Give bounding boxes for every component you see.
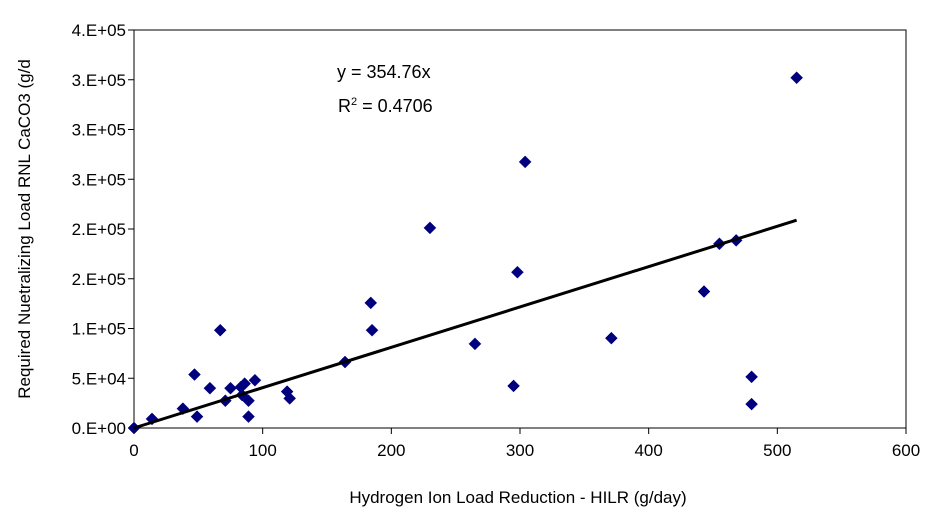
y-tick-label: 0.E+00 <box>72 419 126 438</box>
y-tick-label: 3.E+05 <box>72 170 126 189</box>
data-point <box>511 265 524 279</box>
x-tick-label: 200 <box>377 441 405 460</box>
x-axis-label: Hydrogen Ion Load Reduction - HILR (g/da… <box>349 488 686 507</box>
x-tick-label: 400 <box>634 441 662 460</box>
y-tick-label: 2.E+05 <box>72 270 126 289</box>
x-tick-label: 300 <box>506 441 534 460</box>
x-tick-label: 500 <box>763 441 791 460</box>
data-point <box>213 323 227 337</box>
r2-superscript: 2 <box>351 96 357 108</box>
data-point <box>790 71 803 85</box>
data-point <box>242 410 255 423</box>
data-point <box>188 368 201 381</box>
x-tick-label: 0 <box>129 441 138 460</box>
y-axis-ticks: 0.E+00 5.E+04 1.E+05 2.E+05 2.E+05 3.E+05 3.E+… <box>72 21 134 438</box>
data-point <box>604 331 618 345</box>
data-point <box>283 392 297 405</box>
x-axis-ticks: 0 100 200 300 400 500 600 <box>129 428 920 460</box>
data-point <box>364 296 378 310</box>
data-point <box>745 397 758 411</box>
data-point <box>468 337 482 351</box>
y-tick-label: 1.E+05 <box>72 320 126 339</box>
data-point <box>697 285 711 298</box>
r2-label: R <box>338 96 351 116</box>
y-tick-label: 3.E+05 <box>72 71 126 90</box>
data-point <box>518 155 532 169</box>
data-point <box>745 370 758 384</box>
data-point <box>203 381 217 395</box>
y-tick-label: 4.E+05 <box>72 21 126 40</box>
plot-area-frame <box>133 29 907 429</box>
y-tick-label: 5.E+04 <box>72 369 126 388</box>
data-point <box>365 323 379 337</box>
trendline <box>133 218 798 430</box>
x-tick-label: 600 <box>892 441 920 460</box>
data-point <box>238 377 252 391</box>
r2-value: = 0.4706 <box>357 96 433 116</box>
data-point <box>242 394 255 408</box>
data-point <box>248 373 262 387</box>
y-tick-label: 3.E+05 <box>72 121 126 140</box>
data-point <box>224 381 237 395</box>
data-point <box>423 221 437 235</box>
trendline-equation: y = 354.76x <box>337 62 431 82</box>
y-axis-label: Required Nuetralizing Load RNL CaCO3 (g/… <box>15 59 34 399</box>
y-tick-label: 2.E+05 <box>72 220 126 239</box>
x-tick-label: 100 <box>248 441 276 460</box>
data-point <box>190 410 204 423</box>
trendline-r2: R2 = 0.4706 <box>338 96 433 116</box>
data-point <box>507 379 520 393</box>
